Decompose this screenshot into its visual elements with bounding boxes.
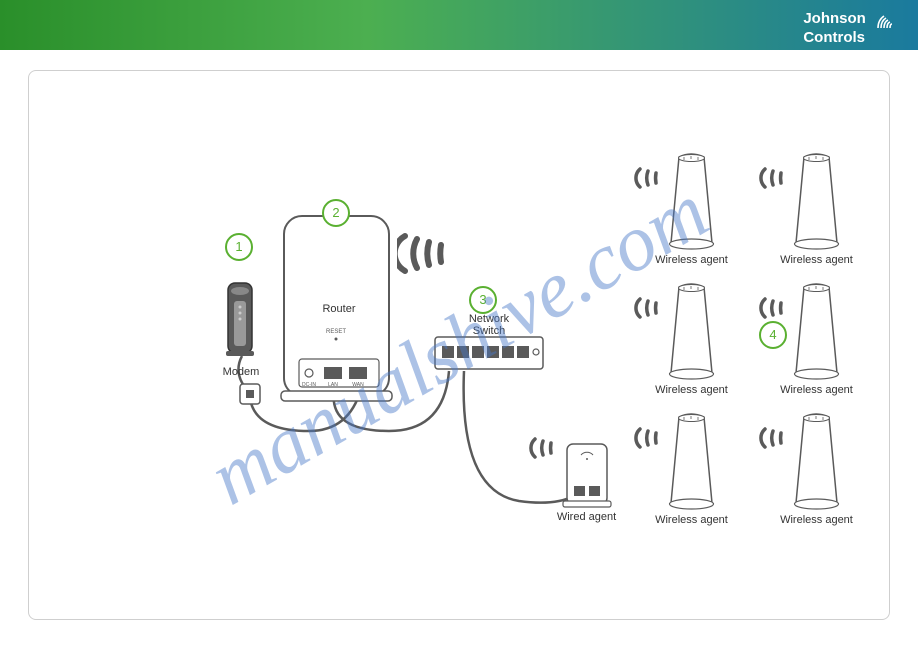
- wall-jack-icon: [239, 383, 261, 405]
- wireless-agent-4: [789, 281, 844, 381]
- svg-text:DC-IN: DC-IN: [302, 382, 316, 388]
- wireless-agent-6: [789, 411, 844, 511]
- wa5-label: Wireless agent: [649, 514, 734, 526]
- svg-text:LAN: LAN: [328, 382, 338, 388]
- marker-1: 1: [225, 233, 253, 261]
- modem-label: Modem: [221, 366, 261, 378]
- diagram-frame: manualshive.com 1 2 3 4 Modem: [28, 70, 890, 620]
- wa3-label: Wireless agent: [649, 384, 734, 396]
- router-wifi-icon: [397, 226, 452, 281]
- wireless-agent-5: [664, 411, 719, 511]
- wa2-label: Wireless agent: [774, 254, 859, 266]
- marker-3: 3: [469, 286, 497, 314]
- wireless-agent-2: [789, 151, 844, 251]
- switch-label: Network Switch: [454, 313, 524, 337]
- wa1-wifi-icon: [634, 161, 666, 193]
- wa4-label: Wireless agent: [774, 384, 859, 396]
- switch-device: [434, 336, 544, 371]
- marker-4: 4: [759, 321, 787, 349]
- wa2-wifi-icon: [759, 161, 791, 193]
- router-label: Router: [314, 303, 364, 315]
- svg-text:WAN: WAN: [352, 382, 364, 388]
- wireless-agent-1: [664, 151, 719, 251]
- brand-line2: Controls: [803, 29, 865, 46]
- header-bar: Johnson Controls: [0, 0, 918, 50]
- wa5-wifi-icon: [634, 421, 666, 453]
- wireless-agent-3: [664, 281, 719, 381]
- wa6-label: Wireless agent: [774, 514, 859, 526]
- wired-agent-device: [559, 441, 614, 511]
- brand-logo: Johnson Controls: [803, 8, 898, 47]
- wa6-wifi-icon: [759, 421, 791, 453]
- wired-label: Wired agent: [549, 511, 624, 523]
- wa3-wifi-icon: [634, 291, 666, 323]
- wired-wifi-icon: [529, 431, 561, 463]
- brand-icon: [876, 8, 898, 30]
- modem-device: [224, 281, 256, 366]
- wa1-label: Wireless agent: [649, 254, 734, 266]
- svg-text:RESET: RESET: [326, 329, 346, 335]
- wa4-wifi-icon: [759, 291, 791, 323]
- marker-2: 2: [322, 199, 350, 227]
- brand-line1: Johnson: [803, 10, 866, 27]
